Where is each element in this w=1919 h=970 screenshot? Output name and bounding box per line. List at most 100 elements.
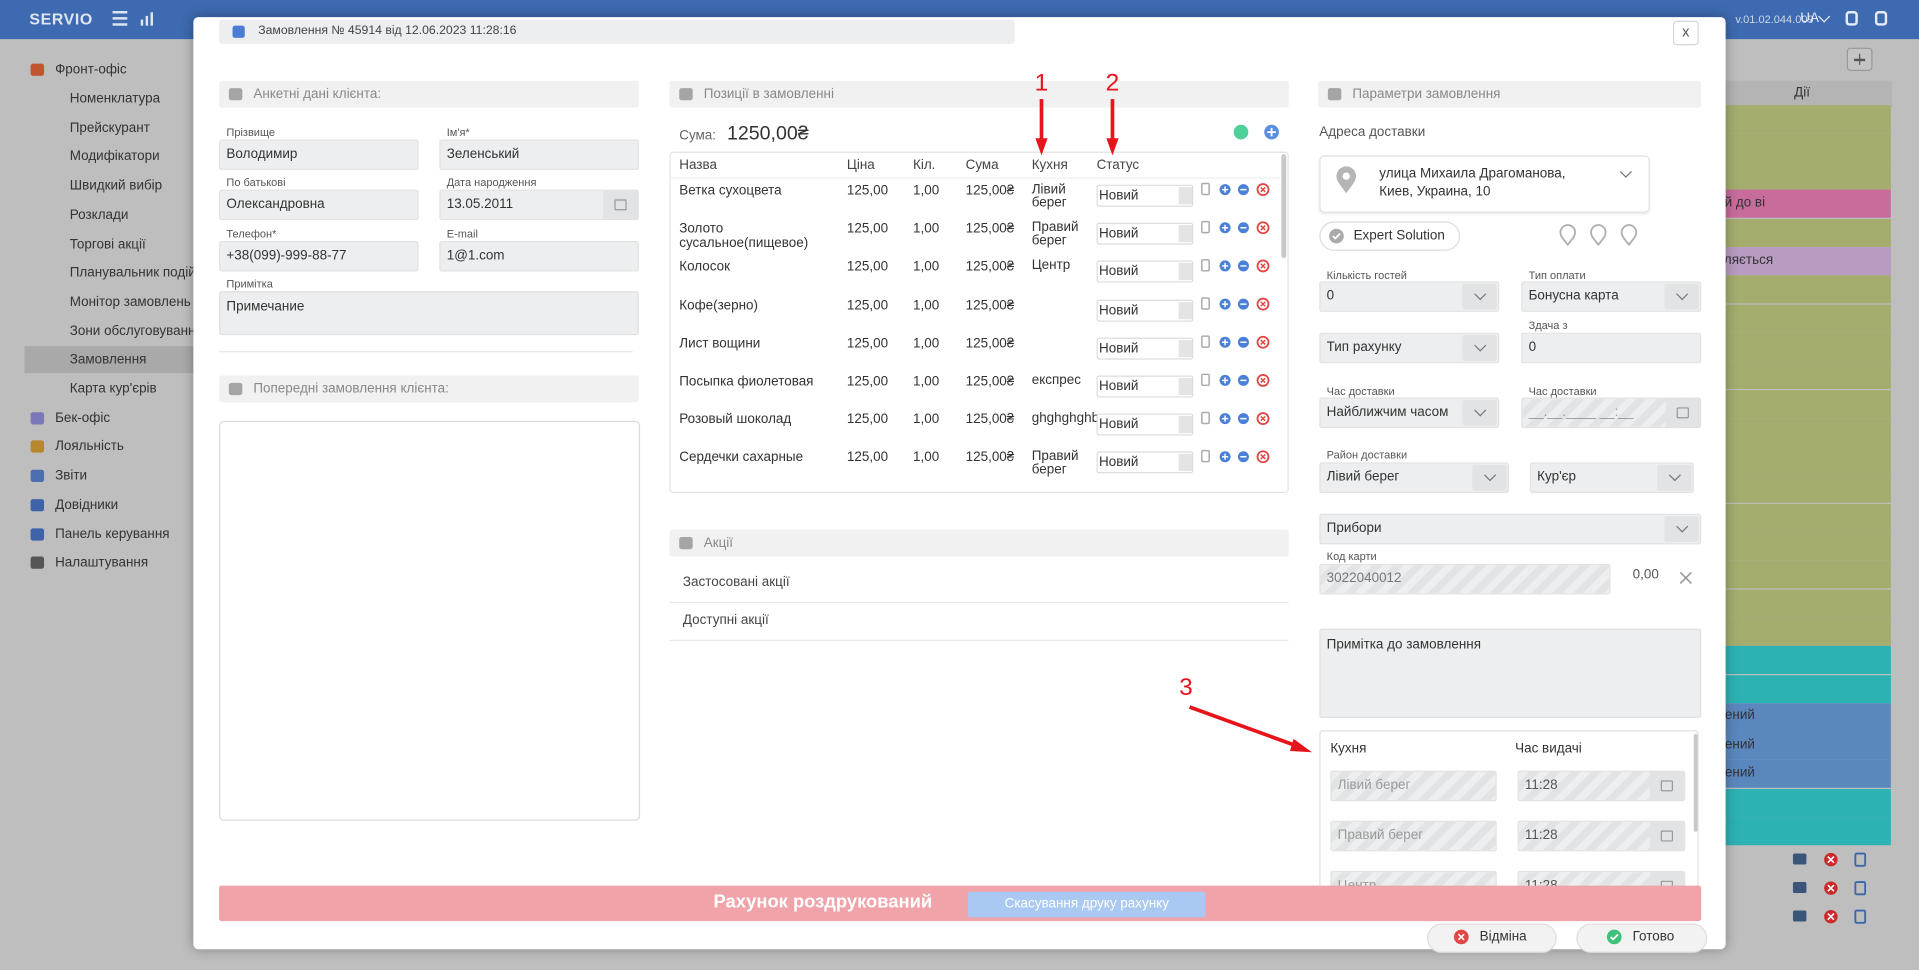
sum-value: 1250,00₴ (726, 123, 809, 145)
cell: 1,00 (912, 183, 940, 199)
bg-row (1713, 475, 1891, 504)
delete-cross (1827, 913, 1835, 921)
section-title: Попередні замовлення клієнта: (253, 381, 449, 397)
input[interactable] (1330, 820, 1497, 852)
sidebar-item: Звіти (55, 468, 88, 484)
cell-name: Колосок (679, 259, 731, 275)
bg-row (1713, 617, 1891, 646)
address-box[interactable] (1319, 155, 1650, 213)
select-arrow-box (1462, 399, 1497, 426)
status-select[interactable] (1096, 222, 1194, 245)
status-value: Новий (1099, 341, 1139, 356)
close-button[interactable]: x (1673, 20, 1699, 46)
status-arrow (1178, 339, 1193, 357)
input[interactable] (219, 240, 419, 272)
cell: 125,00 (846, 183, 889, 199)
field-label: Здача з (1528, 319, 1568, 332)
status-select[interactable] (1096, 375, 1194, 398)
sidebar-item: Налаштування (55, 555, 149, 571)
column-header: Кухня (1031, 157, 1068, 173)
input-value: Лівий берег (1337, 777, 1411, 793)
input[interactable] (219, 189, 419, 221)
cell: 1,00 (912, 374, 940, 389)
status-select[interactable] (1096, 184, 1194, 207)
status-select[interactable] (1096, 451, 1194, 474)
phone-icon (1874, 11, 1888, 26)
cell: 1,00 (912, 336, 940, 351)
bg-column-header: Дії (1794, 85, 1811, 101)
status-select[interactable] (1096, 337, 1194, 360)
trash-icon (1854, 852, 1867, 867)
bg-row (1713, 247, 1891, 276)
promotion-item: Доступні акції (682, 612, 769, 628)
cell: 125,00₴ (965, 297, 1015, 313)
bg-row (1713, 190, 1891, 219)
select-arrow-box (1664, 283, 1699, 310)
section-icon (1327, 88, 1342, 101)
done-button[interactable] (1576, 923, 1708, 953)
textarea-value: Примітка до замовлення (1326, 637, 1481, 652)
print-status: Рахунок роздрукований (713, 891, 933, 913)
field-label: Прізвище (226, 125, 276, 139)
status-value: Новий (1099, 302, 1139, 318)
input-value: 0 (1528, 340, 1537, 355)
input[interactable] (439, 240, 639, 272)
stats-icon (140, 19, 144, 26)
cell: 125,00 (846, 412, 889, 428)
field-label: Телефон* (226, 227, 277, 240)
sidebar-subitem: Швидкий вибір (69, 178, 163, 194)
sidebar-item: Панель керування (55, 527, 170, 542)
input[interactable] (439, 139, 639, 171)
language: UA (1800, 11, 1819, 26)
delete-cross (1827, 884, 1835, 892)
cell: 125,00₴ (965, 183, 1015, 199)
bg-row (1713, 389, 1891, 418)
sidebar-icon (30, 469, 45, 482)
status-select[interactable] (1096, 261, 1194, 284)
separator (219, 351, 633, 353)
bg-row-text: лений (1717, 708, 1755, 724)
bg-row (1713, 218, 1891, 247)
column-header: Статус (1096, 157, 1140, 173)
status-select[interactable] (1096, 413, 1194, 436)
company-button[interactable] (1319, 221, 1461, 251)
trash-icon (1854, 909, 1867, 924)
sidebar-subitem: Зони обслуговування (69, 323, 203, 339)
cell: 125,00₴ (965, 450, 1015, 466)
status-arrow (1178, 263, 1193, 281)
calendar-icon (1660, 829, 1674, 841)
cancel-button[interactable] (1427, 923, 1557, 953)
section-title: Позиції в замовленні (703, 86, 834, 102)
input[interactable] (1319, 563, 1611, 595)
cell: 125,00 (846, 221, 889, 237)
input[interactable] (219, 139, 419, 171)
printer-icon (1792, 853, 1807, 865)
input-value: 13.05.2011 (446, 196, 514, 212)
sidebar-subitem: Торгові акції (69, 236, 146, 252)
section-icon (228, 382, 243, 396)
input[interactable] (1521, 332, 1702, 364)
bg-row (1713, 503, 1891, 532)
field-label: Район доставки (1326, 448, 1408, 462)
positions-table (669, 151, 1289, 493)
sidebar-subitem: Монітор замовлень (69, 294, 191, 310)
input[interactable] (1330, 770, 1497, 802)
delete-cross (1827, 856, 1835, 864)
modal-title: Замовлення № 45914 від 12.06.2023 11:28:… (258, 24, 517, 38)
kitchens-scrollbar (1693, 733, 1698, 832)
calendar-box (1649, 771, 1685, 800)
sidebar-item: Лояльність (55, 439, 124, 454)
calendar-box (1665, 398, 1700, 427)
section-header (219, 375, 639, 403)
input[interactable] (1319, 513, 1702, 545)
textarea[interactable] (1319, 628, 1702, 719)
status-value: Новий (1099, 379, 1139, 394)
done-label: Готово (1632, 929, 1675, 945)
textarea[interactable] (219, 291, 639, 336)
status-select[interactable] (1096, 299, 1194, 322)
bg-row (1713, 332, 1891, 361)
bg-row (1713, 760, 1891, 789)
cancel-print-button[interactable]: Скасування друку рахунку (968, 891, 1206, 918)
